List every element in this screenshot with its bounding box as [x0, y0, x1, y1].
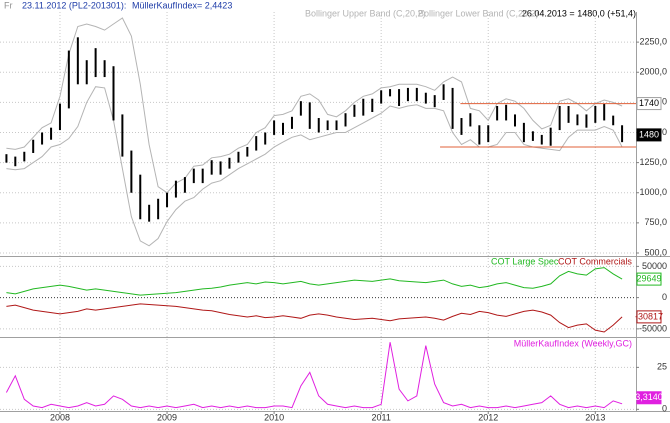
value-box: [636, 272, 662, 286]
legend-label: MüllerKaufIndex (Weekly,GC): [514, 338, 632, 348]
x-tick-label: 2013: [585, 412, 605, 422]
y-tick-label: 1250,0: [639, 157, 667, 167]
x-tick-label: 2008: [50, 412, 70, 422]
y-tick-label: 500,0: [644, 247, 667, 257]
y-tick-label: 50000: [642, 261, 667, 271]
value-box-label: 1480: [639, 129, 659, 139]
value-box-label: 3,3140: [635, 392, 663, 402]
series-line: [6, 267, 623, 296]
series-line: [5, 342, 623, 409]
y-tick-label: -50000: [639, 323, 667, 333]
y-tick-label: 2250,0: [639, 36, 667, 46]
legend-label: COT Large Spec: [491, 256, 559, 266]
y-tick-label: 750,0: [644, 217, 667, 227]
y-tick-label: 25: [657, 362, 667, 372]
x-tick-label: 2011: [371, 412, 390, 422]
series-line: [6, 303, 623, 333]
indicator-label: MüllerKaufIndex= 2,4423: [132, 0, 232, 10]
legend-label: COT Commercials: [558, 256, 632, 266]
value-box: [636, 97, 662, 111]
value-box-label: -30817: [635, 311, 663, 321]
x-tick-label: 2009: [157, 412, 177, 422]
value-box: [636, 128, 662, 142]
y-tick-label: 2000,0: [639, 67, 667, 77]
x-tick-label: 2012: [478, 412, 498, 422]
x-tick-label: 2010: [264, 412, 284, 422]
value-box: [636, 391, 662, 405]
value-box: [636, 310, 662, 324]
value-box-label: 29649: [636, 273, 661, 283]
y-tick-label: 0: [662, 292, 667, 302]
contract-label: 23.11.2012 (PL2-201301):: [22, 0, 126, 10]
legend-label: Bollinger Upper Band (C,20,2): [305, 8, 426, 18]
day-label: Fr: [4, 0, 13, 10]
y-tick-label: 0: [662, 404, 667, 414]
y-tick-label: 1000,0: [639, 187, 667, 197]
series-line: [6, 17, 623, 194]
price-info: 26.04.2013 = 1480,0 (+51,4): [522, 8, 636, 18]
series-line: [6, 86, 623, 247]
value-box-label: 1740: [639, 98, 659, 108]
legend-label: Bollinger Lower Band (C,20,2): [418, 8, 539, 18]
